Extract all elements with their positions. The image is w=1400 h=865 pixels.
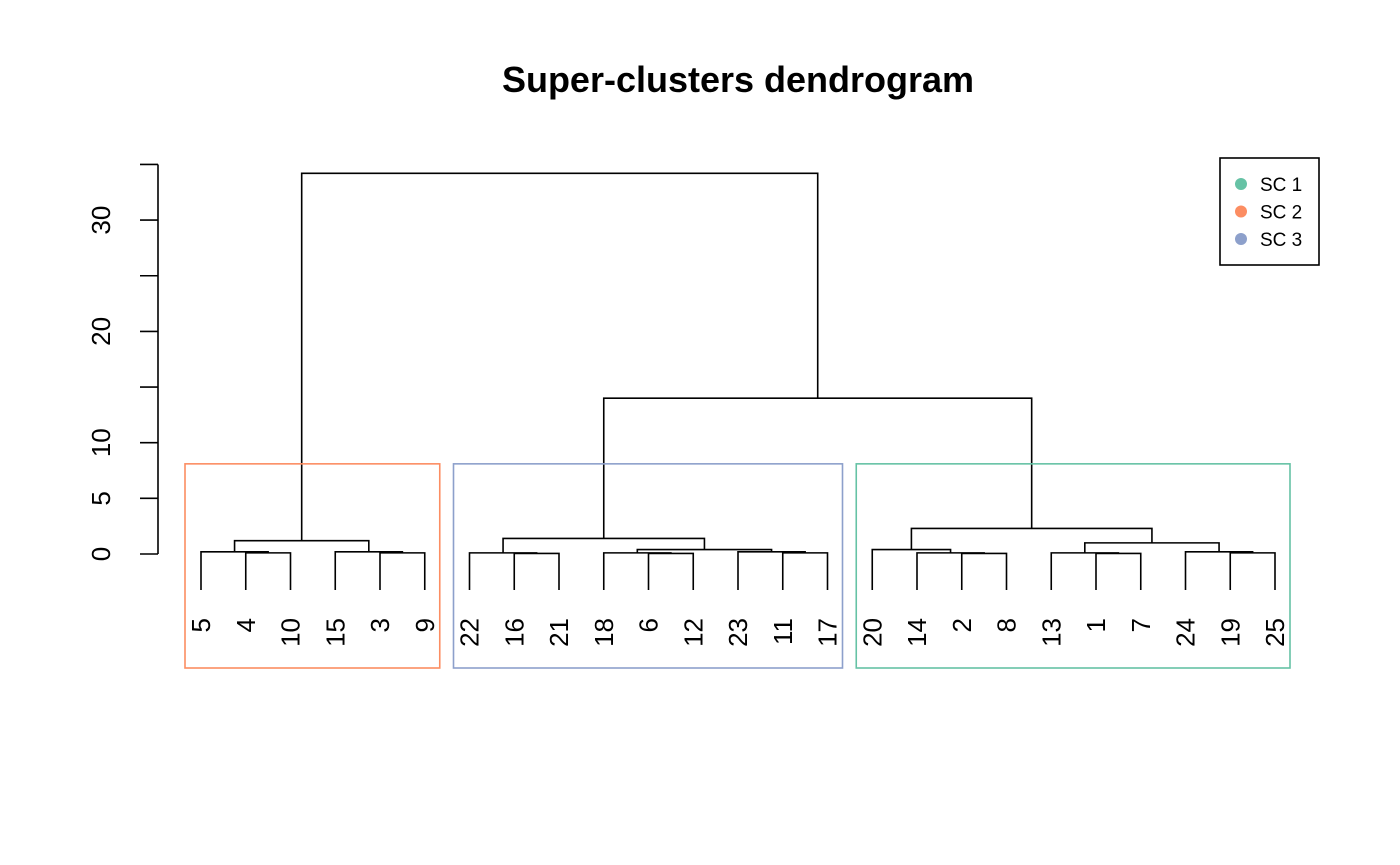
leaf-label: 15 (320, 618, 350, 647)
dendrogram-branch (334, 550, 404, 590)
leaf-label: 22 (455, 618, 485, 647)
leaf-label: 11 (768, 618, 798, 645)
dendrogram-branch (468, 552, 538, 590)
y-tick-label: 0 (86, 547, 116, 561)
dendrogram-branch (960, 552, 1008, 590)
leaf-label: 2 (947, 618, 977, 632)
cluster-box (452, 463, 844, 669)
leaf-label: 21 (544, 618, 574, 647)
leaf-label: 23 (723, 618, 753, 647)
dendrogram-branch (513, 552, 560, 590)
leaf-label: 10 (276, 618, 306, 647)
leaf-label: 18 (589, 618, 619, 647)
leaf-label: 17 (813, 618, 843, 647)
legend-swatch (1235, 233, 1247, 245)
leaf-label: 19 (1215, 618, 1245, 647)
leaf-label: 16 (499, 618, 529, 647)
dendrogram-branch (781, 552, 829, 590)
dendrogram-branch (300, 172, 819, 541)
legend-label: SC 3 (1260, 230, 1302, 251)
dendrogram-branches (200, 172, 1276, 590)
cluster-box (184, 463, 441, 669)
dendrogram-branch (244, 552, 292, 590)
chart-title: Super-clusters dendrogram (502, 59, 974, 100)
dendrogram-branch (737, 550, 806, 590)
y-tick-label: 30 (86, 206, 116, 235)
leaf-label: 14 (902, 618, 932, 647)
dendrogram-branch (1095, 552, 1142, 590)
leaf-label: 13 (1036, 618, 1066, 647)
leaf-label: 8 (992, 618, 1022, 632)
legend-swatch (1235, 178, 1247, 190)
y-axis: 0 5 10 20 30 (86, 163, 159, 561)
leaf-label: 24 (1171, 618, 1201, 647)
legend-swatch (1235, 205, 1247, 218)
leaf-label: 25 (1260, 618, 1290, 647)
leaf-label: 7 (1126, 618, 1156, 632)
dendrogram-branch (233, 539, 370, 552)
dendrogram-branch (871, 548, 952, 590)
leaf-label: 5 (186, 618, 216, 632)
legend-label: SC 2 (1260, 203, 1302, 224)
leaf-label: 6 (634, 618, 664, 632)
dendrogram-branch (379, 552, 426, 590)
leaf-label: 3 (365, 618, 395, 632)
dendrogram-branch (200, 550, 269, 590)
dendrogram-branch (1229, 552, 1276, 590)
y-tick-label: 5 (86, 491, 116, 505)
legend-label: SC 1 (1260, 175, 1302, 196)
leaf-label: 12 (678, 618, 708, 647)
legend: SC 1 SC 2 SC 3 (1219, 157, 1320, 266)
leaf-label: 9 (410, 618, 440, 632)
cluster-boxes (184, 463, 1291, 669)
dendrogram-branch (647, 552, 695, 590)
leaf-label: 20 (857, 618, 887, 647)
dendrogram-branch (502, 537, 706, 553)
dendrogram-branch (910, 527, 1153, 550)
dendrogram-branch (1050, 552, 1120, 590)
cluster-box (855, 463, 1291, 669)
y-tick-label: 10 (86, 428, 116, 457)
dendrogram-branch (602, 397, 1033, 539)
dendrogram-branch (1184, 550, 1254, 590)
leaf-label: 4 (231, 618, 261, 632)
leaf-labels: 5 4 10 15 3 9 22 16 21 18 6 12 23 11 17 20 14 2 8 13 1 7 24 19 2… (186, 618, 1290, 647)
dendrogram-branch (602, 552, 672, 590)
y-tick-label: 20 (86, 317, 116, 346)
dendrogram-branch (916, 552, 985, 590)
leaf-label: 1 (1081, 618, 1111, 632)
